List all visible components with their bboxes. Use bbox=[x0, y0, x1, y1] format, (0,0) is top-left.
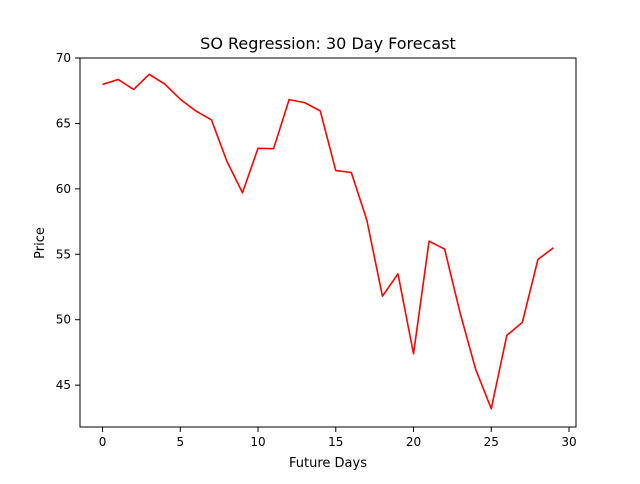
y-tick-label: 45 bbox=[56, 378, 71, 392]
y-tick-label: 50 bbox=[56, 313, 71, 327]
y-tick-label: 65 bbox=[56, 116, 71, 130]
x-tick-label: 10 bbox=[250, 435, 265, 449]
x-tick-label: 5 bbox=[176, 435, 184, 449]
x-tick-label: 20 bbox=[406, 435, 421, 449]
x-tick-label: 30 bbox=[561, 435, 576, 449]
x-tick-label: 15 bbox=[328, 435, 343, 449]
y-tick-label: 70 bbox=[56, 51, 71, 65]
x-axis-label: Future Days bbox=[289, 456, 367, 471]
y-tick-label: 55 bbox=[56, 247, 71, 261]
y-tick-label: 60 bbox=[56, 182, 71, 196]
x-tick-label: 0 bbox=[99, 435, 107, 449]
y-axis-label: Price bbox=[33, 227, 48, 259]
x-tick-label: 25 bbox=[484, 435, 499, 449]
chart-title: SO Regression: 30 Day Forecast bbox=[200, 34, 456, 53]
